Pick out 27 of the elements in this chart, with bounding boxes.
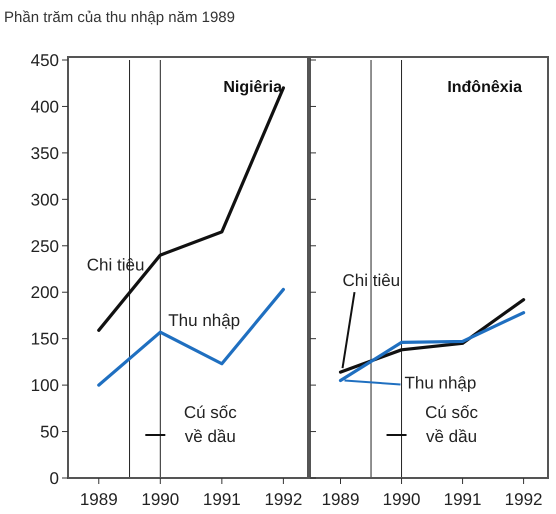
- x-tick-label: 1991: [202, 490, 241, 509]
- series-label: Thu nhập: [168, 311, 240, 330]
- y-tick-label: 200: [30, 283, 59, 302]
- y-tick-label: 400: [30, 97, 59, 116]
- y-axis-title: Phần trăm của thu nhập năm 1989: [4, 9, 235, 26]
- legend-label: Thu nhập: [404, 373, 476, 392]
- ref-line-label: Cú sốc về dầu: [184, 403, 238, 446]
- x-tick-label: 1990: [141, 490, 180, 509]
- x-tick-label: 1990: [382, 490, 420, 509]
- x-tick-label: 1989: [80, 490, 118, 509]
- x-tick-label: 1991: [444, 490, 482, 509]
- ref-line-label: Cú sốc về dầu: [425, 403, 478, 446]
- y-tick-label: 0: [50, 469, 59, 488]
- y-tick-label: 450: [30, 51, 59, 70]
- y-tick-label: 100: [30, 376, 59, 396]
- y-tick-label: 300: [30, 190, 59, 210]
- text: Inđônêxia: [447, 79, 522, 96]
- x-tick-label: 1989: [322, 490, 360, 509]
- x-tick-label: 1992: [264, 490, 302, 509]
- x-tick-label: 1992: [504, 490, 543, 509]
- y-tick-label: 350: [30, 144, 59, 163]
- line-series: [97, 288, 285, 387]
- y-tick-label: 250: [30, 236, 59, 256]
- text: Nigiêria: [223, 79, 282, 96]
- text: Chi tiêu: [342, 271, 400, 290]
- y-tick-label: 150: [30, 330, 59, 349]
- y-tick-label: 50: [40, 422, 59, 442]
